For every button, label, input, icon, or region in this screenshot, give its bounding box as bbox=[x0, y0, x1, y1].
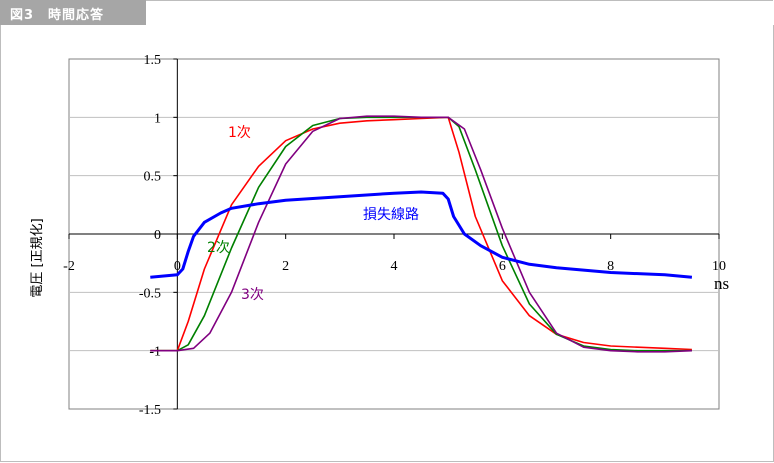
figure-label: 図3 時間応答 bbox=[10, 8, 105, 23]
y-tick-label: -1 bbox=[149, 345, 161, 360]
x-tick-label: 4 bbox=[391, 259, 398, 274]
x-tick-label: 0 bbox=[174, 259, 181, 274]
series-label: 2次 bbox=[207, 240, 230, 256]
series-line bbox=[150, 116, 692, 352]
x-axis-label: ns bbox=[714, 274, 729, 293]
series-line bbox=[150, 190, 693, 279]
x-tick-label: 10 bbox=[712, 259, 726, 274]
y-tick-label: 0.5 bbox=[144, 170, 162, 185]
series-label: 損失線路 bbox=[363, 207, 419, 223]
y-tick-label: -1.5 bbox=[139, 403, 161, 418]
y-tick-label: 0 bbox=[154, 228, 161, 243]
y-axis-label: 電圧 [正規化] bbox=[30, 218, 45, 297]
figure-header: 図3 時間応答 bbox=[0, 0, 146, 25]
series-line bbox=[150, 115, 692, 353]
x-tick-label: 8 bbox=[607, 259, 614, 274]
y-tick-label: 1 bbox=[154, 111, 161, 126]
y-tick-label: -0.5 bbox=[139, 286, 161, 301]
series-label: 3次 bbox=[241, 287, 264, 303]
y-tick-label: 1.5 bbox=[144, 53, 162, 68]
frame-top-line bbox=[146, 0, 773, 1]
x-tick-label: 6 bbox=[499, 259, 506, 274]
x-tick-label: -2 bbox=[63, 259, 75, 274]
x-tick-label: 2 bbox=[282, 259, 289, 274]
series-label: 1次 bbox=[228, 125, 251, 141]
